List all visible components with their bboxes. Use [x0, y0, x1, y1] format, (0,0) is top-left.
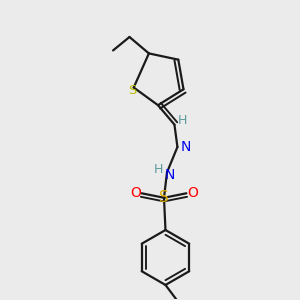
- Text: O: O: [130, 186, 141, 200]
- Text: H: H: [178, 114, 188, 127]
- Text: S: S: [159, 190, 169, 205]
- Text: S: S: [128, 84, 136, 97]
- Text: N: N: [165, 168, 175, 182]
- Text: O: O: [187, 186, 198, 200]
- Text: N: N: [181, 140, 191, 154]
- Text: H: H: [154, 164, 163, 176]
